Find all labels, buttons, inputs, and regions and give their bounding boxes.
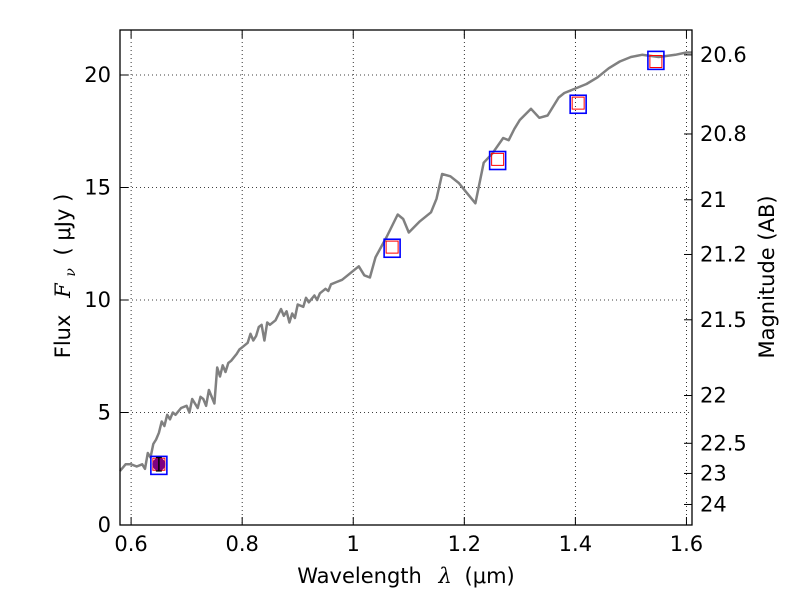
photometry-marker-blue	[647, 50, 665, 71]
photometry-marker-blue	[150, 455, 168, 476]
y-axis-label: Flux F ν ( μJy )	[51, 194, 80, 359]
x-tick-label: 0.6	[114, 532, 147, 556]
spectrum-line	[119, 51, 692, 472]
photometry-marker-red	[491, 152, 505, 166]
axes-frame	[119, 29, 693, 526]
y-tick-label: 20	[84, 63, 111, 87]
mag-tick-label: 23	[700, 461, 727, 485]
y-tick-label: 5	[98, 401, 111, 425]
ticks: 0.6 0.8 1 1.2 1.4 1.6 0 5 10 15 20 20.6 20.8 21 21.2 21…	[84, 30, 747, 556]
y-axis-label-symbol: F	[51, 282, 75, 299]
mag-tick-label: 21	[700, 188, 727, 212]
photometry-marker-blue	[569, 94, 587, 115]
x-tick-label: 1.2	[448, 532, 481, 556]
mag-tick-label: 20.8	[700, 122, 747, 146]
mag-tick-label: 21.5	[700, 308, 747, 332]
photometry-marker-blue	[488, 150, 507, 171]
mag-tick-label: 20.6	[700, 43, 747, 67]
x-axis-label: Wavelength λ (μm)	[297, 564, 514, 588]
photometry-marker-blue	[383, 238, 401, 259]
photometry-marker-red	[385, 240, 399, 254]
mag-tick-label: 22.5	[700, 431, 747, 455]
y-tick-label: 10	[84, 288, 111, 312]
y-axis-label-subscript: ν	[63, 268, 79, 277]
plot-frame	[119, 29, 693, 526]
grid	[120, 30, 692, 526]
x-axis-label-prefix: Wavelength	[297, 564, 422, 588]
y-tick-label: 15	[84, 176, 111, 200]
x-tick-label: 1	[347, 532, 360, 556]
y-tick-label: 0	[98, 513, 111, 537]
y-axis-label-unit: ( μJy )	[51, 194, 75, 256]
photometry-marker-red	[571, 96, 585, 110]
mag-tick-label: 24	[700, 492, 727, 516]
x-tick-label: 1.4	[559, 532, 592, 556]
y2-axis-label: Magnitude (AB)	[755, 195, 779, 358]
y-axis-label-prefix: Flux	[51, 315, 75, 359]
mag-tick-label: 21.2	[700, 242, 747, 266]
x-tick-label: 1.6	[670, 532, 703, 556]
photometry-marker-red	[649, 55, 663, 68]
x-axis-label-symbol: λ	[438, 564, 452, 588]
series-layer	[119, 50, 692, 476]
mag-tick-label: 22	[700, 384, 727, 408]
x-axis-label-unit: (μm)	[465, 564, 515, 588]
x-tick-label: 0.8	[225, 532, 258, 556]
